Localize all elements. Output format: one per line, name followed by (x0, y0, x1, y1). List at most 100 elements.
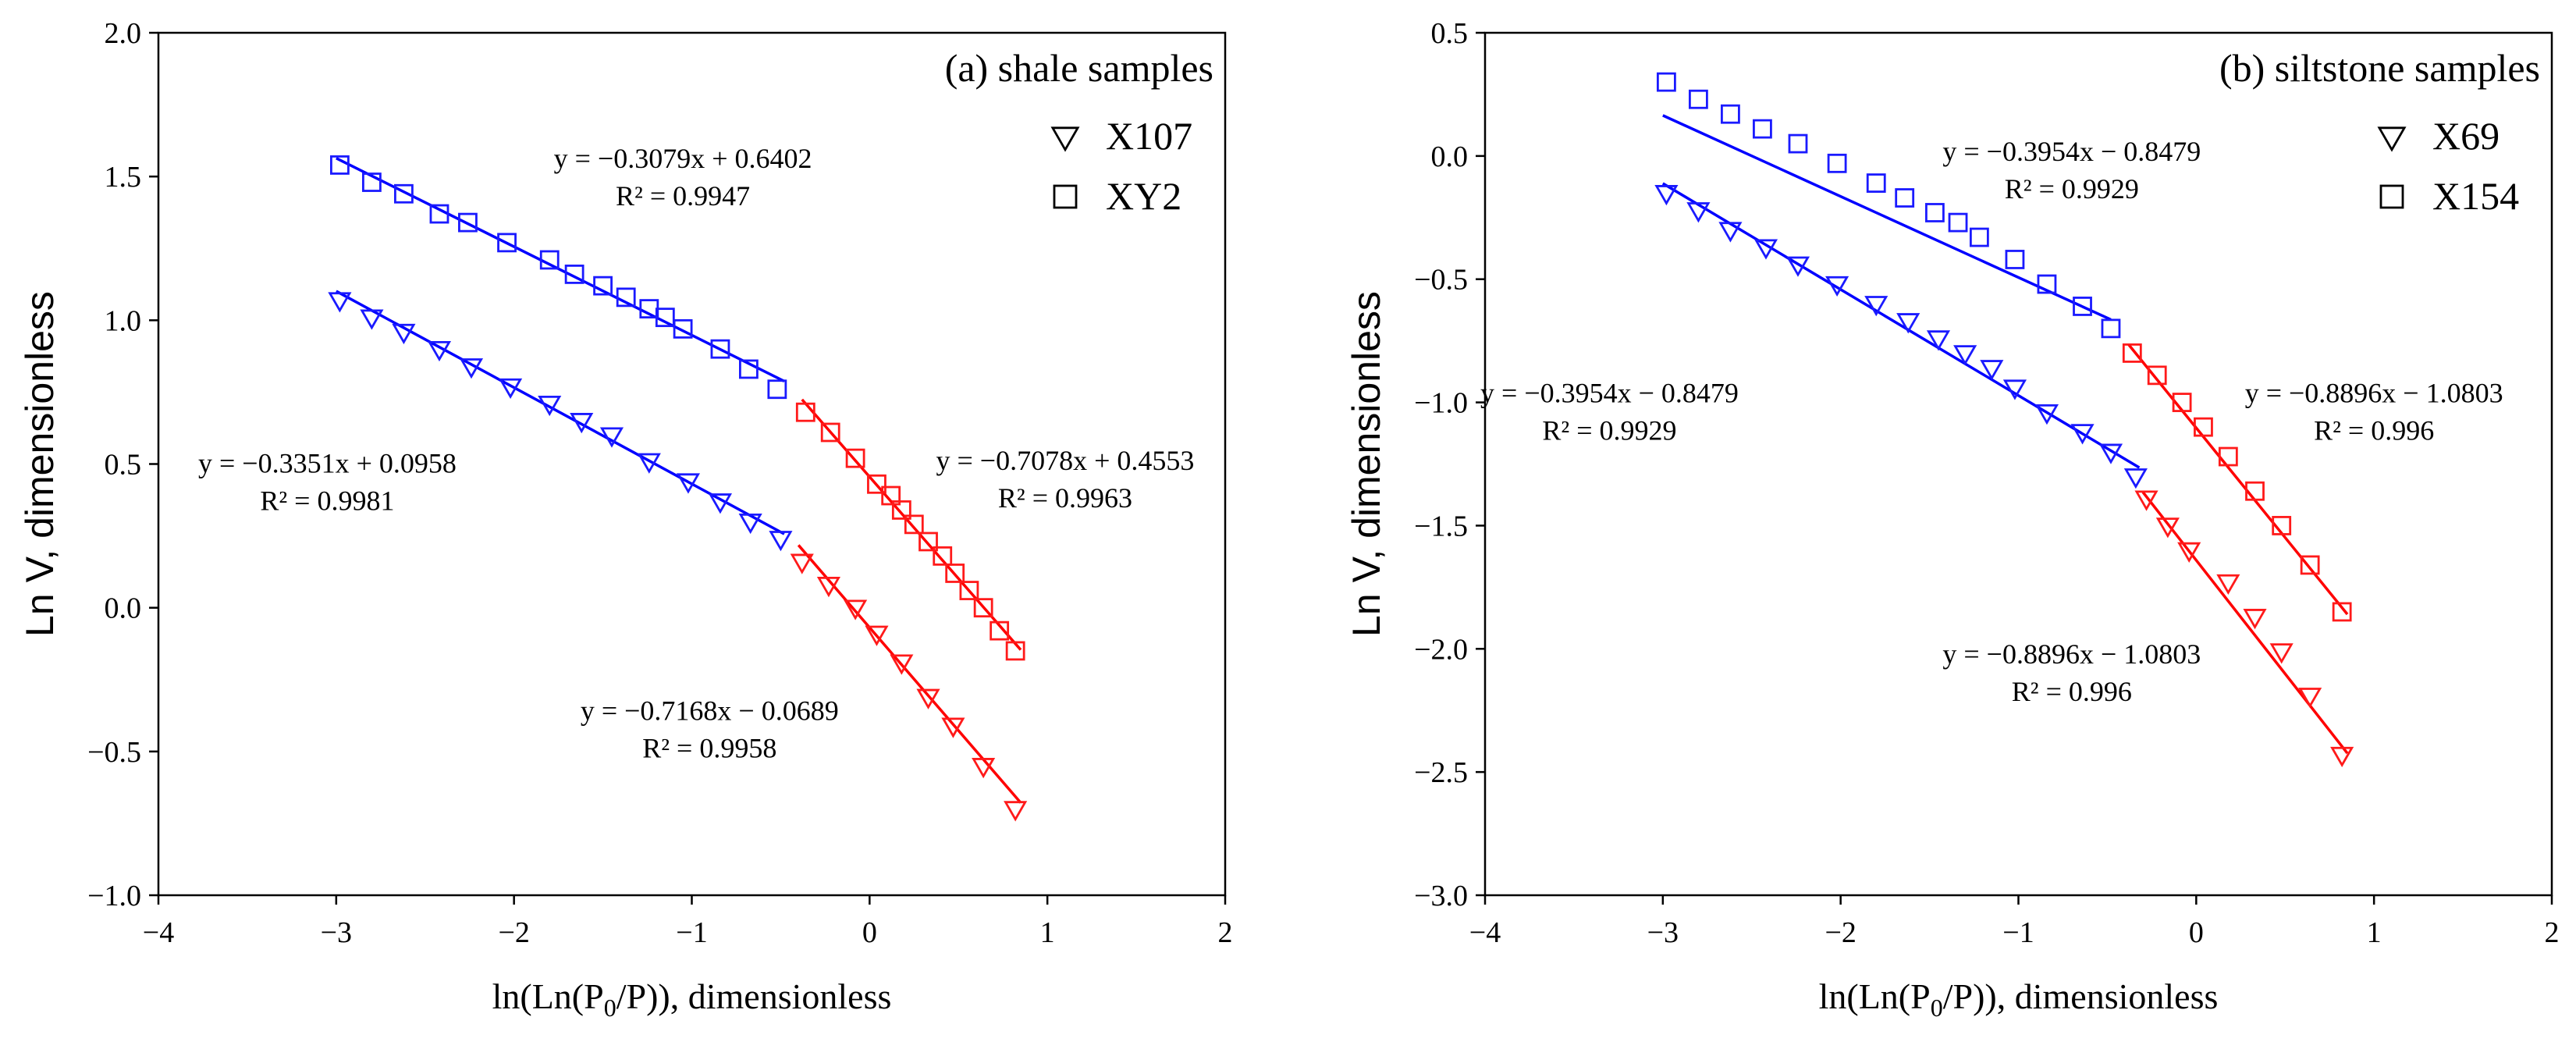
data-point-x107-high (916, 688, 940, 709)
y-tick-label: 1.5 (105, 161, 142, 194)
y-tick-label: −3.0 (1414, 880, 1468, 912)
data-point-xy2-high (845, 448, 865, 468)
y-tick-label: 0.0 (1431, 140, 1469, 173)
data-point-x154-low (1866, 173, 1886, 193)
data-point-x107-low (499, 378, 523, 400)
legend-marker-xy2 (1053, 184, 1078, 209)
x-tick-label: 2 (1218, 916, 1233, 949)
data-point-x154-high (2272, 516, 2292, 535)
x-tick-label: −4 (1469, 916, 1501, 949)
data-point-xy2-low (739, 359, 759, 379)
data-point-x154-high (2194, 417, 2213, 437)
data-point-x154-high (2245, 481, 2265, 501)
data-point-x69-high (2243, 609, 2267, 630)
fit-r-squared: R² = 0.996 (2314, 415, 2434, 446)
data-point-x154-low (1948, 212, 1968, 233)
data-point-x107-high (865, 625, 889, 646)
data-point-x69-high (2134, 490, 2159, 511)
data-point-x69-low (2070, 424, 2095, 445)
data-point-x107-low (599, 427, 624, 448)
x-tick-label: 1 (1040, 916, 1055, 949)
x-axis-label-part: /P)), dimensionless (1943, 976, 2219, 1016)
fit-r-squared: R² = 0.9929 (2005, 173, 2139, 204)
x-tick-label: −2 (1825, 916, 1856, 949)
data-point-x154-high (2332, 602, 2352, 622)
data-point-x154-high (2147, 365, 2167, 386)
y-tick-label: −0.5 (1414, 264, 1468, 297)
x-tick-label: 0 (2189, 916, 2204, 949)
y-tick-label: −1.0 (1414, 387, 1468, 420)
fit-r-squared: R² = 0.9929 (1542, 415, 1676, 446)
y-tick-label: 1.0 (105, 304, 142, 337)
data-point-xy2-high (945, 564, 965, 583)
data-point-xy2-high (933, 546, 953, 566)
data-point-x154-high (2300, 555, 2320, 575)
fit-equation: y = −0.3954x − 0.8479 (1480, 378, 1739, 409)
fit-equation: y = −0.7168x − 0.0689 (581, 695, 839, 726)
data-point-x154-high (2172, 393, 2192, 412)
data-point-xy2-high (867, 474, 886, 494)
y-axis-label: Ln V, dimensionless (1345, 291, 1388, 637)
data-point-x69-low (1980, 360, 2004, 381)
y-tick-label: 0.5 (1431, 17, 1469, 50)
data-point-x154-low (1753, 119, 1772, 139)
y-tick-label: −2.5 (1414, 756, 1468, 789)
y-tick-label: 0.5 (105, 449, 142, 482)
fit-r-squared: R² = 0.9947 (616, 180, 750, 212)
data-point-x154-low (1788, 133, 1808, 154)
fit-r-squared: R² = 0.9963 (998, 482, 1132, 514)
data-point-x69-high (2330, 746, 2354, 768)
x-tick-label: −3 (321, 916, 352, 949)
data-point-x107-low (738, 513, 762, 535)
y-tick-label: 0.0 (105, 592, 142, 625)
fit-equation: y = −0.3351x + 0.0958 (198, 448, 457, 479)
data-point-x107-high (890, 654, 914, 675)
data-point-x154-low (1827, 153, 1847, 173)
fit-r-squared: R² = 0.9958 (642, 732, 776, 763)
data-point-x107-high (941, 717, 965, 738)
data-point-x69-low (2123, 468, 2148, 489)
data-point-x107-low (769, 531, 793, 552)
x-axis-label: ln(Ln(P0/P)), dimensionless (492, 976, 892, 1022)
data-point-x69-low (1718, 222, 1743, 243)
fit-r-squared: R² = 0.9981 (260, 485, 394, 517)
legend-marker-x154 (2379, 184, 2404, 209)
y-tick-label: −2.0 (1414, 633, 1468, 666)
fit-equation: y = −0.8896x − 1.0803 (1942, 638, 2201, 670)
data-point-x69-low (1864, 296, 1888, 317)
x-axis-label-part: /P)), dimensionless (616, 976, 892, 1016)
data-point-xy2-low (329, 155, 350, 175)
data-point-xy2-high (881, 485, 901, 506)
data-point-x69-high (2269, 643, 2294, 664)
data-point-xy2-low (361, 172, 382, 192)
data-point-x69-high (2155, 517, 2180, 539)
x-axis-label-part: ln(Ln(P (1819, 976, 1931, 1016)
data-point-xy2-low (673, 318, 693, 339)
data-point-x107-high (972, 758, 996, 779)
legend-marker-x69 (2377, 126, 2407, 152)
data-point-x69-high (2298, 688, 2322, 709)
y-axis-label: Ln V, dimensionless (18, 291, 62, 637)
data-point-x69-low (1926, 330, 1951, 351)
data-point-x69-low (1825, 276, 1849, 297)
data-point-x154-low (1721, 104, 1740, 124)
data-point-x154-low (1925, 203, 1945, 222)
fit-line-1 (1662, 114, 2112, 322)
data-point-x154-low (2101, 318, 2121, 339)
data-point-x107-low (538, 395, 562, 417)
data-point-x154-low (1656, 72, 1676, 92)
data-point-xy2-low (767, 379, 787, 400)
data-point-xy2-high (918, 532, 938, 552)
fit-line-4 (797, 544, 1022, 804)
fit-r-squared: R² = 0.996 (2012, 676, 2132, 707)
data-point-x107-low (570, 413, 594, 434)
data-point-x69-low (1953, 345, 1977, 366)
data-point-xy2-high (990, 621, 1010, 641)
x-tick-label: 0 (862, 916, 877, 949)
data-point-xy2-low (394, 183, 414, 204)
y-tick-label: 2.0 (105, 17, 142, 50)
data-point-xy2-high (1005, 641, 1025, 661)
data-point-x69-low (1686, 202, 1711, 223)
legend-marker-x107 (1050, 126, 1080, 152)
data-point-x69-low (2098, 443, 2123, 464)
